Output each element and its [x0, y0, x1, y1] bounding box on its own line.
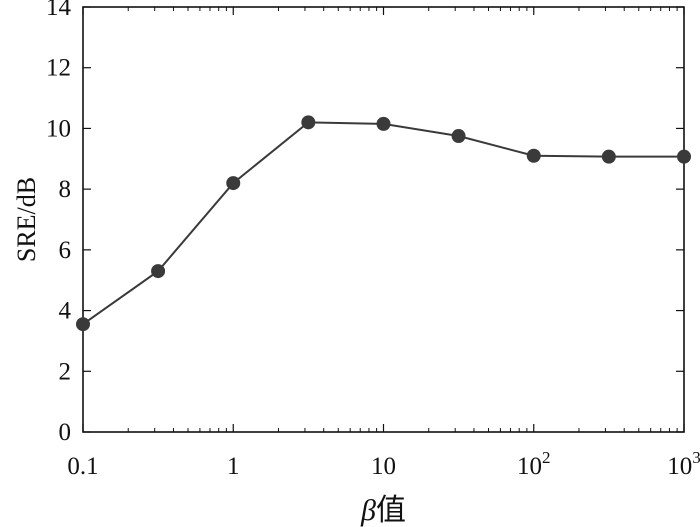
y-tick-label: 0 [59, 419, 72, 446]
plot-frame [82, 6, 685, 433]
x-tick-label: 1 [227, 453, 240, 480]
x-tick-label: 0.1 [67, 453, 98, 480]
x-axis-label-text: 值 [376, 494, 406, 527]
data-point [526, 148, 541, 163]
x-axis-label-symbol: β [360, 494, 376, 527]
y-tick-label: 14 [46, 0, 72, 21]
y-tick-label: 8 [59, 176, 72, 203]
y-tick-label: 12 [46, 55, 71, 82]
x-axis-label: β值 [360, 494, 406, 527]
data-point [451, 129, 466, 144]
y-tick-label: 2 [59, 358, 72, 385]
x-tick-label: 10 [371, 453, 396, 480]
plot-area [76, 6, 691, 433]
y-tick-label: 6 [59, 237, 72, 264]
data-point [151, 264, 166, 279]
x-axis: 0.1 1 10 102 103 [67, 7, 700, 480]
data-point [677, 149, 691, 164]
data-point [76, 317, 90, 332]
data-point [601, 149, 616, 164]
y-axis: 0 2 4 6 8 10 12 14 [46, 0, 684, 446]
y-tick-label: 10 [46, 115, 71, 142]
data-point [226, 176, 241, 191]
x-tick-label: 102 [517, 448, 551, 480]
x-tick-label: 103 [667, 448, 700, 480]
series-line [82, 121, 684, 326]
data-point [376, 116, 391, 131]
y-axis-label: SRE/dB [12, 177, 41, 262]
y-tick-label: 4 [59, 298, 72, 325]
data-point [301, 115, 316, 130]
